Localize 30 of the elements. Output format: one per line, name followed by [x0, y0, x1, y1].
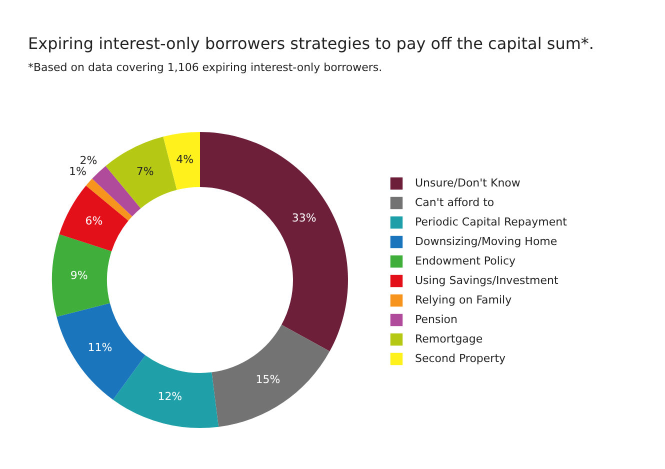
chart-title: Expiring interest-only borrowers strategies to pay off the capital sum*.	[28, 34, 594, 53]
donut-slice	[59, 186, 128, 252]
legend-label: Unsure/Don't Know	[415, 176, 520, 190]
data-label: 11%	[88, 341, 112, 354]
data-label: 6%	[85, 214, 103, 228]
legend-label: Using Savings/Investment	[415, 274, 559, 287]
donut-slice	[113, 355, 219, 428]
legend-label: Downsizing/Moving Home	[415, 235, 558, 248]
donut-slice	[163, 132, 200, 190]
legend-label: Remortgage	[415, 332, 483, 346]
data-label: 9%	[70, 269, 88, 282]
data-label: 4%	[176, 152, 194, 166]
legend-label: Periodic Capital Repayment	[415, 216, 568, 228]
data-label: 15%	[256, 373, 280, 386]
legend-label: Can't afford to	[415, 196, 494, 209]
data-label: 33%	[292, 211, 316, 224]
data-label: 12%	[158, 390, 182, 404]
donut-slice	[212, 324, 330, 427]
chart-subtitle: *Based on data covering 1,106 expiring interest-only borrowers.	[28, 61, 382, 74]
data-label: 2%	[80, 154, 98, 168]
legend-label: Pension	[415, 313, 458, 326]
data-label: 1%	[69, 165, 86, 178]
legend-label: Endowment Policy	[415, 254, 516, 268]
donut-slice	[200, 132, 348, 352]
legend-label: Second Property	[415, 352, 506, 365]
donut-slice	[52, 234, 112, 317]
donut-slice	[56, 303, 146, 400]
data-label: 7%	[136, 165, 154, 178]
legend-label: Relying on Family	[415, 294, 512, 306]
donut-slice	[106, 136, 177, 208]
